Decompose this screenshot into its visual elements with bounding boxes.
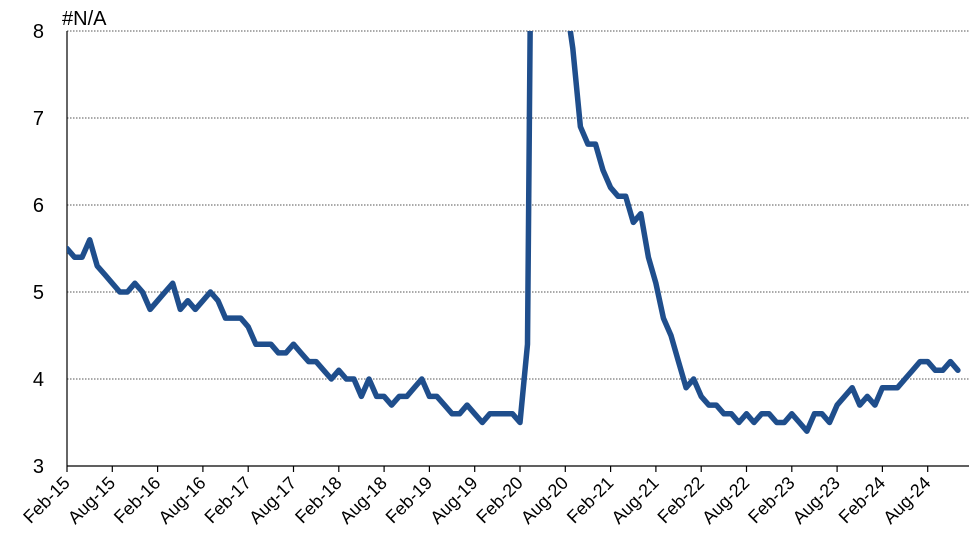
x-tick-label: Feb-18 bbox=[291, 473, 345, 527]
x-tick-label: Feb-24 bbox=[835, 473, 889, 527]
y-tick-label: 8 bbox=[33, 21, 44, 43]
y-tick-label: 6 bbox=[33, 195, 44, 217]
x-tick-label: Feb-19 bbox=[382, 473, 436, 527]
x-tick-label: Feb-22 bbox=[654, 473, 708, 527]
x-tick-label: Aug-17 bbox=[245, 473, 300, 528]
x-tick-label: Aug-19 bbox=[426, 473, 481, 528]
x-tick-label: Aug-21 bbox=[608, 473, 663, 528]
x-tick-label: Feb-16 bbox=[110, 473, 164, 527]
x-tick-label: Aug-23 bbox=[789, 473, 844, 528]
x-tick-label: Aug-18 bbox=[336, 473, 391, 528]
y-tick-label: 7 bbox=[33, 108, 44, 130]
x-tick-label: Aug-16 bbox=[155, 473, 210, 528]
y-tick-label: 5 bbox=[33, 282, 44, 304]
x-tick-label: Feb-20 bbox=[472, 473, 526, 527]
x-tick-labels: Feb-15Aug-15Feb-16Aug-16Feb-17Aug-17Feb-… bbox=[19, 473, 934, 528]
x-tick-label: Feb-17 bbox=[201, 473, 255, 527]
series-layer bbox=[67, 31, 961, 434]
y-tick-label: 3 bbox=[33, 456, 44, 478]
y-axis-label: #N/A bbox=[62, 8, 107, 30]
x-tick-label: Feb-15 bbox=[19, 473, 73, 527]
x-tick-label: Aug-20 bbox=[517, 473, 572, 528]
x-tick-label: Aug-24 bbox=[879, 473, 934, 528]
y-tick-label: 4 bbox=[33, 369, 44, 391]
x-tick-label: Feb-21 bbox=[563, 473, 617, 527]
x-tick-label: Aug-15 bbox=[64, 473, 119, 528]
gridlines bbox=[67, 30, 969, 380]
y-tick-labels: 3 4 5 6 7 8 bbox=[33, 21, 44, 478]
x-tick-label: Aug-22 bbox=[698, 473, 753, 528]
x-tick-label: Feb-23 bbox=[744, 473, 798, 527]
series-line bbox=[67, 31, 961, 434]
axes bbox=[66, 31, 969, 472]
